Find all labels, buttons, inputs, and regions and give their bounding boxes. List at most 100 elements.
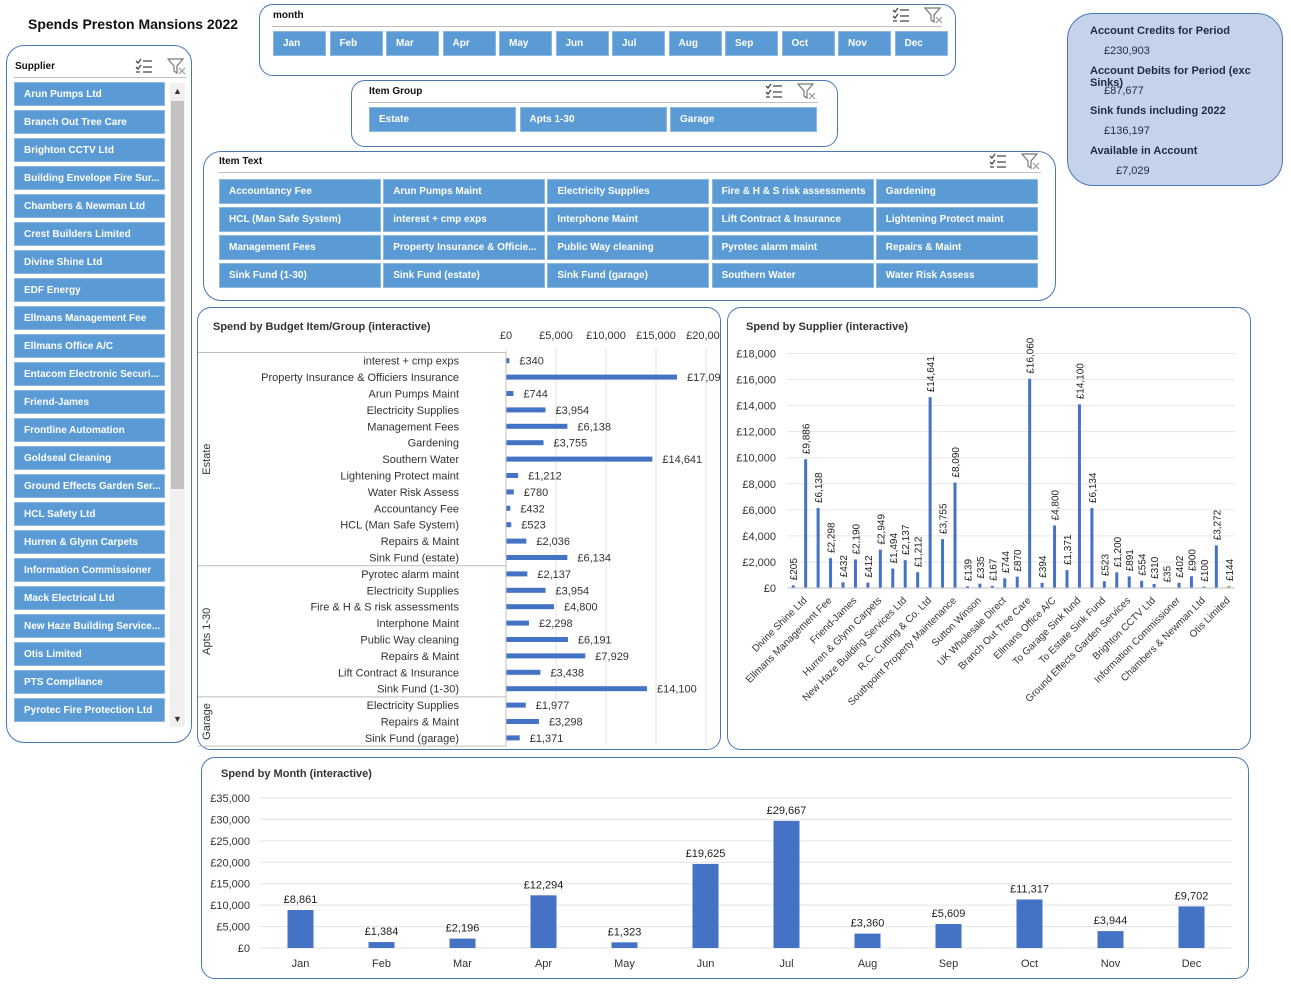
month-button-feb[interactable]: Feb xyxy=(329,31,383,56)
month-button-dec[interactable]: Dec xyxy=(894,31,948,56)
multi-select-icon[interactable] xyxy=(989,153,1007,169)
item-button-southern-water[interactable]: Southern Water xyxy=(711,263,874,288)
supplier-bar xyxy=(841,582,845,588)
item-button-arun-pumps-maint[interactable]: Arun Pumps Maint xyxy=(383,179,546,204)
clear-filter-icon[interactable] xyxy=(797,83,817,101)
supplier-button-entacom-electronic-securi[interactable]: Entacom Electronic Securi... xyxy=(14,362,165,386)
data-label: £1,212 xyxy=(528,471,562,483)
item-button-sink-fund-1-30[interactable]: Sink Fund (1-30) xyxy=(219,263,381,288)
month-button-sep-label: Sep xyxy=(735,38,754,49)
supplier-button-information-commissioner-label: Information Commissioner xyxy=(24,564,152,576)
supplier-button-divine-shine-ltd[interactable]: Divine Shine Ltd xyxy=(14,250,165,274)
item-button-electricity-supplies[interactable]: Electricity Supplies xyxy=(547,179,710,204)
month-button-mar[interactable]: Mar xyxy=(386,31,439,56)
item-button-sink-fund-estate[interactable]: Sink Fund (estate) xyxy=(383,263,546,288)
item-button-interphone-maint[interactable]: Interphone Maint xyxy=(547,207,710,232)
supplier-scrollbar[interactable]: ▲ ▼ xyxy=(170,83,185,727)
item-button-pyrotec-alarm-maint[interactable]: Pyrotec alarm maint xyxy=(711,235,874,260)
item-button-public-way-cleaning[interactable]: Public Way cleaning xyxy=(547,235,710,260)
group-button-apts-1-30[interactable]: Apts 1-30 xyxy=(519,107,667,132)
month-button-may[interactable]: May xyxy=(499,31,552,56)
supplier-button-friend-james[interactable]: Friend-James xyxy=(14,390,165,414)
month-button-jan[interactable]: Jan xyxy=(273,31,326,56)
data-label: £1,494 xyxy=(889,533,900,564)
supplier-button-frontline-automation[interactable]: Frontline Automation xyxy=(14,418,165,442)
data-label: £9,702 xyxy=(1175,890,1209,902)
data-label: £100 xyxy=(1200,559,1211,582)
supplier-button-building-envelope-fire-sur[interactable]: Building Envelope Fire Sur... xyxy=(14,166,165,190)
month-button-jun[interactable]: Jun xyxy=(555,31,609,56)
item-button-interest-cmp-exps[interactable]: interest + cmp exps xyxy=(383,207,546,232)
data-label: £14,100 xyxy=(657,684,697,696)
group-button-garage[interactable]: Garage xyxy=(670,107,817,132)
supplier-button-chambers-newman-ltd[interactable]: Chambers & Newman Ltd xyxy=(14,194,165,218)
supplier-button-mack-electrical-ltd[interactable]: Mack Electrical Ltd xyxy=(14,586,165,610)
item-button-gardening[interactable]: Gardening xyxy=(875,179,1038,204)
item-button-water-risk-assess[interactable]: Water Risk Assess xyxy=(875,263,1038,288)
supplier-button-brighton-cctv-ltd-label: Brighton CCTV Ltd xyxy=(24,144,114,156)
data-label: £2,036 xyxy=(536,536,570,548)
supplier-button-brighton-cctv-ltd[interactable]: Brighton CCTV Ltd xyxy=(14,138,165,162)
item-button-property-insurance-officie[interactable]: Property Insurance & Officie... xyxy=(383,235,546,260)
multi-select-icon[interactable] xyxy=(765,83,783,99)
supplier-button-pts-compliance[interactable]: PTS Compliance xyxy=(14,670,165,694)
supplier-button-ellmans-management-fee[interactable]: Ellmans Management Fee xyxy=(14,306,165,330)
supplier-bar xyxy=(878,549,882,588)
item-button-accountancy-fee[interactable]: Accountancy Fee xyxy=(219,179,381,204)
data-label: £16,060 xyxy=(1026,337,1037,374)
supplier-button-arun-pumps-ltd[interactable]: Arun Pumps Ltd xyxy=(14,82,165,106)
item-button-hcl-man-safe-system[interactable]: HCL (Man Safe System) xyxy=(219,207,381,232)
month-button-sep[interactable]: Sep xyxy=(725,31,778,56)
multi-select-icon[interactable] xyxy=(135,58,153,74)
data-label: £6,134 xyxy=(1088,472,1099,503)
month-button-apr[interactable]: Apr xyxy=(442,31,496,56)
month-button-jul[interactable]: Jul xyxy=(612,31,665,56)
item-button-fire-h-s-risk-assessments[interactable]: Fire & H & S risk assessments xyxy=(711,179,874,204)
bar-apts-1-30-repairs-maint xyxy=(506,653,586,659)
item-button-sink-fund-garage[interactable]: Sink Fund (garage) xyxy=(547,263,710,288)
clear-filter-icon[interactable] xyxy=(1021,153,1041,171)
item-button-repairs-maint[interactable]: Repairs & Maint xyxy=(875,235,1038,260)
supplier-bar xyxy=(1053,525,1057,588)
month-button-aug[interactable]: Aug xyxy=(668,31,722,56)
supplier-button-pts-compliance-label: PTS Compliance xyxy=(24,676,103,688)
supplier-button-information-commissioner[interactable]: Information Commissioner xyxy=(14,558,165,582)
group-button-estate[interactable]: Estate xyxy=(369,107,516,132)
item-button-lightening-protect-maint[interactable]: Lightening Protect maint xyxy=(875,207,1038,232)
supplier-button-edf-energy[interactable]: EDF Energy xyxy=(14,278,165,302)
supplier-button-crest-builders-limited[interactable]: Crest Builders Limited xyxy=(14,222,165,246)
group-label: Estate xyxy=(201,444,213,475)
supplier-button-goldseal-cleaning[interactable]: Goldseal Cleaning xyxy=(14,446,165,470)
supplier-button-ground-effects-garden-ser[interactable]: Ground Effects Garden Ser... xyxy=(14,474,165,498)
category-label: Property Insurance & Officiers Insurance xyxy=(261,372,459,384)
supplier-button-pyrotec-fire-protection-ltd[interactable]: Pyrotec Fire Protection Ltd xyxy=(14,698,165,722)
supplier-bar xyxy=(1040,582,1044,588)
supplier-button-new-haze-building-service[interactable]: New Haze Building Service... xyxy=(14,614,165,638)
scroll-up-icon[interactable]: ▲ xyxy=(173,86,182,96)
item-button-lift-contract-insurance[interactable]: Lift Contract & Insurance xyxy=(711,207,874,232)
supplier-button-hcl-safety-ltd[interactable]: HCL Safety Ltd xyxy=(14,502,165,526)
supplier-button-ellmans-office-a-c[interactable]: Ellmans Office A/C xyxy=(14,334,165,358)
supplier-bar xyxy=(853,559,857,588)
item-button-management-fees[interactable]: Management Fees xyxy=(219,235,381,260)
scrollbar-thumb[interactable] xyxy=(171,101,184,489)
data-label: £35 xyxy=(1163,565,1174,582)
scroll-down-icon[interactable]: ▼ xyxy=(173,714,182,724)
data-label: £19,625 xyxy=(686,848,726,860)
multi-select-icon[interactable] xyxy=(892,7,910,23)
month-bar-may xyxy=(611,942,638,948)
supplier-button-otis-limited[interactable]: Otis Limited xyxy=(14,642,165,666)
supplier-bar xyxy=(903,560,907,588)
clear-filter-icon[interactable] xyxy=(167,58,187,76)
supplier-button-hurren-glynn-carpets[interactable]: Hurren & Glynn Carpets xyxy=(14,530,165,554)
month-button-oct[interactable]: Oct xyxy=(781,31,835,56)
x-tick-label: Aug xyxy=(858,958,878,970)
month-bar-jan xyxy=(287,910,314,948)
month-button-nov[interactable]: Nov xyxy=(838,31,891,56)
bar-apts-1-30-sink-fund-1-30 xyxy=(506,686,647,692)
clear-filter-icon[interactable] xyxy=(924,7,944,25)
data-label: £2,137 xyxy=(901,524,912,555)
item-button-property-insurance-officie-label: Property Insurance & Officie... xyxy=(393,242,537,253)
supplier-button-edf-energy-label: EDF Energy xyxy=(24,284,81,296)
supplier-button-branch-out-tree-care[interactable]: Branch Out Tree Care xyxy=(14,110,165,134)
